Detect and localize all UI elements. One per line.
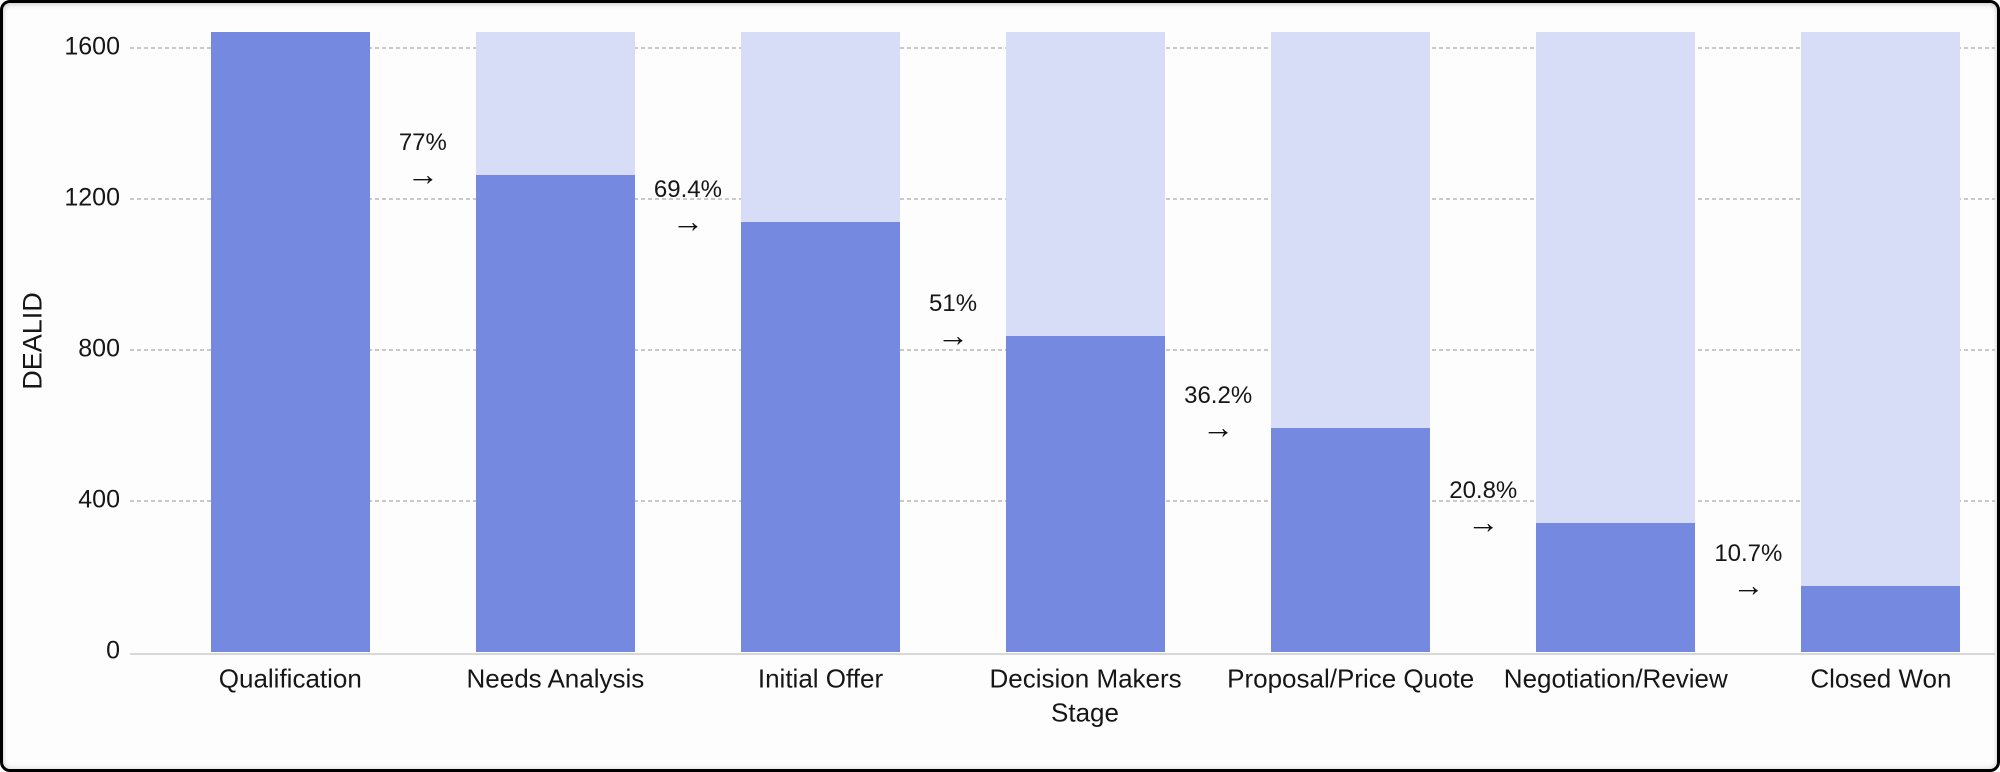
y-tick-label: 1600 [64, 32, 120, 61]
conversion-rate-label: 51% [929, 290, 978, 318]
y-axis-title: DEALID [17, 292, 48, 390]
x-tick-label: Decision Makers [989, 663, 1182, 694]
y-tick-label: 400 [78, 485, 120, 514]
x-tick-label: Negotiation/Review [1503, 663, 1728, 694]
y-tick-label: 800 [78, 334, 120, 363]
x-tick-label: Proposal/Price Quote [1227, 663, 1475, 694]
x-tick-label: Initial Offer [757, 663, 884, 694]
x-tick-label: Closed Won [1810, 663, 1952, 694]
baseline-bar[interactable] [1801, 32, 1961, 652]
stage-bar[interactable] [1006, 336, 1166, 652]
y-tick-label: 0 [106, 636, 120, 665]
right-arrow-icon: → [1732, 566, 1765, 603]
right-arrow-icon: → [937, 317, 970, 354]
conversion-rate-label: 36.2% [1184, 381, 1253, 409]
conversion-rate-label: 69.4% [653, 175, 722, 203]
conversion-rate-label: 20.8% [1449, 476, 1518, 504]
stage-bar[interactable] [1271, 427, 1431, 652]
x-tick-label: Qualification [218, 663, 362, 694]
right-arrow-icon: → [671, 202, 704, 239]
x-axis-line [130, 653, 1995, 655]
conversion-rate-label: 10.7% [1714, 539, 1783, 567]
plot-area[interactable]: 0 400 800 1200 1600 Qualification Needs Analys… [3, 3, 1997, 769]
right-arrow-icon: → [1202, 408, 1235, 445]
right-arrow-icon: → [406, 155, 439, 192]
stage-bar[interactable] [1536, 522, 1696, 652]
x-axis-title: Stage [1051, 697, 1119, 728]
y-tick-label: 1200 [64, 183, 120, 212]
stage-bar[interactable] [475, 174, 635, 652]
right-arrow-icon: → [1467, 503, 1500, 540]
conversion-rate-label: 77% [398, 128, 447, 156]
stage-bar[interactable] [1801, 585, 1961, 652]
stage-bar[interactable] [210, 32, 370, 652]
stage-bar[interactable] [741, 221, 900, 652]
x-tick-label: Needs Analysis [466, 663, 645, 694]
